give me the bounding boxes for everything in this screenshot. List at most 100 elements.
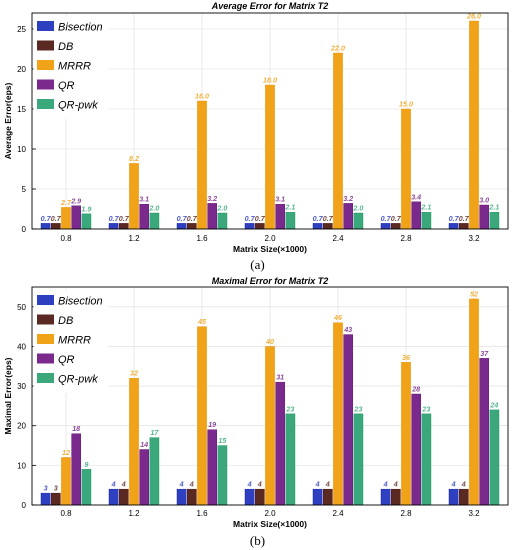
y-tick-label: 25 [17,25,26,34]
y-tick-label: 10 [17,461,26,470]
data-label: 23 [285,404,294,413]
bar-db [459,488,469,506]
bar-db [51,223,61,230]
data-label: 17 [150,428,159,437]
data-label: 40 [265,337,274,346]
data-label: 0.7 [313,214,324,223]
legend-label: QR [58,80,75,92]
data-label: 0.7 [459,214,470,223]
bar-mrrr [129,377,139,506]
bar-qr [71,205,81,230]
legend-swatch [37,295,54,305]
bar-mrrr [401,108,411,230]
data-label: 23 [353,404,362,413]
bar-mrrr [401,362,411,506]
y-tick-label: 5 [22,185,27,194]
data-label: 0.7 [245,214,256,223]
data-label: 4 [383,480,388,489]
y-axis-label: Maximal Error(eps) [3,357,13,434]
data-label: 2.7 [60,198,72,207]
bar-qr-pwk [353,413,364,506]
bar-db [391,488,401,506]
bar-qr-pwk [81,469,92,506]
data-label: 46 [333,313,343,322]
data-label: 0.7 [449,214,460,223]
data-label: 0.7 [255,214,266,223]
data-label: 3 [44,484,48,493]
bar-qr [411,201,422,230]
legend-swatch [37,40,54,51]
bar-qr [207,429,218,506]
bar-qr-pwk [217,445,228,506]
caption-b: (b) [249,533,266,548]
legend-swatch [37,60,54,70]
data-label: 18 [72,424,80,433]
legend-swatch [37,353,54,364]
bar-db [186,488,197,506]
data-label: 3.1 [275,195,285,204]
data-label: 52 [470,289,478,298]
data-label: 3.1 [139,195,149,204]
bar-bisection [380,488,391,506]
data-label: 2.1 [420,203,431,212]
legend-label: MRRR [58,61,91,73]
bar-qr [71,433,81,506]
x-tick-label: 2.4 [332,509,344,518]
data-label: 0.7 [109,214,120,223]
y-tick-label: 30 [17,382,26,391]
bar-qr [139,203,150,230]
axes-box [31,286,509,506]
bar-db [51,492,61,506]
bar-mrrr [61,207,71,230]
x-tick-label: 1.6 [196,509,208,518]
bar-db [459,223,469,230]
data-label: 0.7 [391,214,402,223]
bar-bisection [40,223,51,230]
data-label: 19 [208,420,216,429]
bar-bisection [244,488,255,506]
x-tick-label: 1.2 [128,509,140,518]
legend-swatch [37,334,54,344]
x-tick-label: 0.8 [60,234,72,243]
bar-qr [207,203,218,230]
chart-title: Average Error for Matrix T2 [211,1,329,11]
x-axis-label: Matrix Size(×1000) [233,519,307,529]
legend-label: QR [58,354,75,366]
data-label: 32 [130,369,138,378]
data-label: 0.7 [381,214,392,223]
y-axis-label: Average Error(eps) [3,82,13,159]
bar-qr-pwk [489,211,500,230]
legend-label: DB [58,41,73,53]
bar-mrrr [469,298,479,506]
x-tick-label: 1.2 [128,234,140,243]
bar-qr [479,204,490,230]
x-tick-label: 2.8 [400,509,412,518]
data-label: 2.0 [148,204,159,213]
bar-bisection [448,223,459,230]
bar-db [323,223,333,230]
x-tick-label: 2.8 [400,234,412,243]
data-label: 4 [247,480,252,489]
data-label: 36 [402,353,411,362]
legend-swatch [37,79,54,90]
bar-qr-pwk [217,212,228,230]
data-label: 0.7 [119,214,130,223]
x-tick-label: 2.4 [332,234,344,243]
data-label: 3.2 [343,194,353,203]
bar-mrrr [333,52,343,230]
data-label: 3.4 [411,192,421,201]
bar-bisection [244,223,255,230]
y-tick-label: 0 [22,501,27,510]
bar-qr-pwk [149,437,160,506]
x-tick-label: 1.6 [196,234,208,243]
x-tick-label: 3.2 [468,509,480,518]
chart-title: Maximal Error for Matrix T2 [212,276,329,286]
data-label: 4 [179,480,184,489]
data-label: 4 [325,480,330,489]
bar-bisection [108,488,119,506]
bar-qr [479,358,490,506]
bar-db [118,223,129,230]
